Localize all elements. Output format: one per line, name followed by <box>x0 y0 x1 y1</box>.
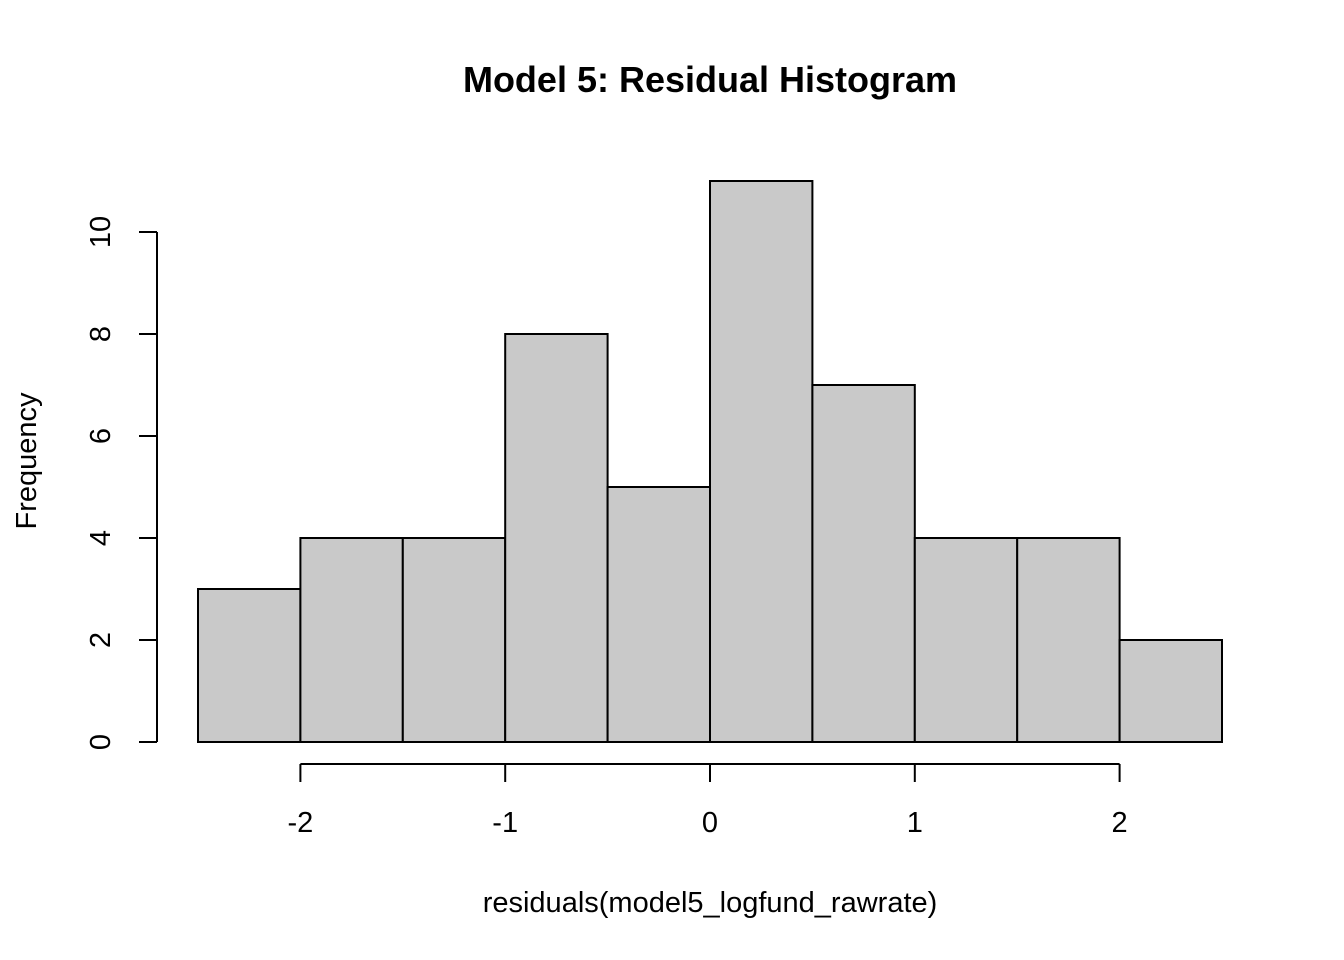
x-axis-label: residuals(model5_logfund_rawrate) <box>483 887 938 919</box>
histogram-bar-9 <box>1016 537 1121 743</box>
histogram-bar-5 <box>606 486 711 743</box>
y-axis: 0 2 4 6 8 10 <box>85 216 158 750</box>
y-tick-label: 6 <box>85 428 117 444</box>
histogram-bar-8 <box>913 537 1019 743</box>
histogram-bar-1 <box>197 588 302 743</box>
y-tick-label: 4 <box>85 530 117 546</box>
y-tick-label: 8 <box>85 326 117 342</box>
histogram-bar-3 <box>401 537 507 743</box>
chart-title: Model 5: Residual Histogram <box>463 59 957 100</box>
histogram-bar-10 <box>1118 639 1223 743</box>
y-tick-label: 10 <box>85 216 117 248</box>
x-tick-label: 2 <box>1112 807 1128 839</box>
histogram-bar-7 <box>811 384 916 743</box>
x-tick-label: 1 <box>907 807 923 839</box>
x-tick-label: -1 <box>492 807 518 839</box>
x-tick-label: -2 <box>288 807 314 839</box>
y-tick-label: 0 <box>85 734 117 750</box>
x-tick-label: 0 <box>702 807 718 839</box>
histogram-bar-6 <box>709 180 814 743</box>
bars-group <box>197 180 1223 743</box>
histogram-bar-4 <box>504 333 609 743</box>
histogram-bar-2 <box>299 537 404 743</box>
y-tick-label: 2 <box>85 632 117 648</box>
y-axis-label: Frequency <box>11 392 43 530</box>
x-axis: -2 -1 0 1 2 <box>288 763 1128 839</box>
